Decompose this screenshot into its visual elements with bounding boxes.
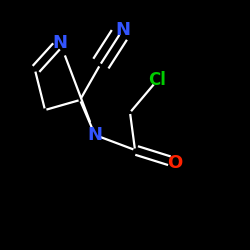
- Text: Cl: Cl: [148, 71, 166, 89]
- Text: N: N: [52, 34, 68, 52]
- Text: O: O: [168, 154, 182, 172]
- Text: N: N: [115, 21, 130, 39]
- Text: N: N: [88, 126, 102, 144]
